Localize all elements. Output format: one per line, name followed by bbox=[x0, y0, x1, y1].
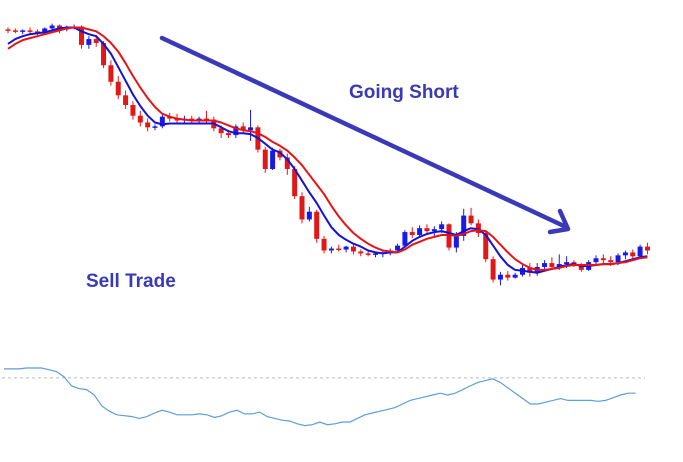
candle-body bbox=[49, 25, 55, 29]
trend-arrow bbox=[159, 35, 571, 235]
moving-average-lines bbox=[7, 26, 648, 274]
candle-body bbox=[402, 232, 408, 246]
candle-body bbox=[145, 122, 151, 128]
candle-body bbox=[453, 235, 459, 248]
candle-body bbox=[395, 245, 401, 251]
candle-body bbox=[336, 248, 342, 251]
candle-body bbox=[108, 65, 114, 82]
candle-body bbox=[637, 246, 643, 257]
candle-body bbox=[542, 263, 548, 267]
candle-body bbox=[373, 253, 378, 255]
candle-body bbox=[630, 252, 636, 257]
candle-body bbox=[42, 28, 48, 34]
candle-body bbox=[461, 215, 467, 236]
candle-body bbox=[93, 39, 99, 43]
candle-body bbox=[490, 259, 496, 280]
candle-body bbox=[512, 274, 518, 278]
candle-body bbox=[424, 228, 430, 232]
candle-body bbox=[306, 211, 312, 220]
candle-body bbox=[240, 126, 246, 131]
candle-body bbox=[270, 150, 276, 170]
candle-body bbox=[299, 196, 305, 220]
candle-body bbox=[218, 128, 224, 134]
candle-body bbox=[277, 150, 283, 158]
candle-body bbox=[321, 238, 327, 251]
candle-body bbox=[483, 233, 489, 260]
candle-body bbox=[358, 251, 364, 254]
trend-arrow-head bbox=[547, 208, 571, 235]
going-short-label: Going Short bbox=[349, 82, 459, 103]
candle-body bbox=[475, 223, 481, 234]
candle-body bbox=[123, 95, 129, 106]
candle-body bbox=[262, 149, 268, 170]
candle-body bbox=[431, 229, 437, 232]
candle-body bbox=[101, 42, 107, 66]
candle-body bbox=[343, 246, 349, 250]
trend-arrow-shaft bbox=[159, 35, 569, 230]
candlestick-series bbox=[5, 23, 650, 286]
candle-body bbox=[578, 265, 584, 270]
candle-body bbox=[593, 258, 599, 263]
candle-body bbox=[226, 133, 231, 136]
fast-ma-line bbox=[7, 26, 648, 274]
candle-body bbox=[505, 274, 511, 278]
candle-body bbox=[549, 263, 555, 267]
candle-body bbox=[527, 267, 533, 273]
candle-body bbox=[5, 29, 11, 31]
candle-body bbox=[292, 169, 298, 197]
candle-body bbox=[468, 215, 474, 224]
candle-body bbox=[20, 30, 26, 32]
candle-body bbox=[27, 30, 33, 32]
indicator-line bbox=[4, 367, 636, 427]
candle-body bbox=[159, 116, 165, 127]
candle-body bbox=[350, 246, 356, 252]
candle-body bbox=[115, 81, 121, 96]
candle-body bbox=[417, 228, 423, 235]
candle-body bbox=[409, 232, 415, 235]
candle-body bbox=[12, 30, 18, 32]
candle-body bbox=[86, 39, 92, 45]
candle-body bbox=[556, 264, 562, 267]
candle-body bbox=[248, 127, 254, 131]
candle-body bbox=[600, 258, 606, 261]
indicator-panel bbox=[2, 367, 645, 427]
candle-body bbox=[328, 248, 334, 251]
slow-ma-line bbox=[7, 26, 648, 271]
candle-body bbox=[284, 157, 290, 170]
candle-body bbox=[622, 252, 628, 256]
candle-body bbox=[314, 211, 320, 239]
candle-body bbox=[564, 262, 570, 265]
candle-body bbox=[203, 118, 209, 121]
candle-body bbox=[608, 260, 614, 263]
candle-body bbox=[615, 255, 621, 263]
candle-body bbox=[233, 126, 239, 136]
candle-body bbox=[439, 224, 445, 230]
candle-body bbox=[365, 253, 371, 255]
candle-body bbox=[130, 105, 136, 116]
candle-body bbox=[644, 246, 650, 251]
candle-body bbox=[137, 115, 143, 123]
candle-body bbox=[497, 274, 503, 280]
candle-body bbox=[152, 126, 158, 128]
sell-trade-label: Sell Trade bbox=[86, 271, 176, 292]
candle-body bbox=[79, 26, 84, 45]
